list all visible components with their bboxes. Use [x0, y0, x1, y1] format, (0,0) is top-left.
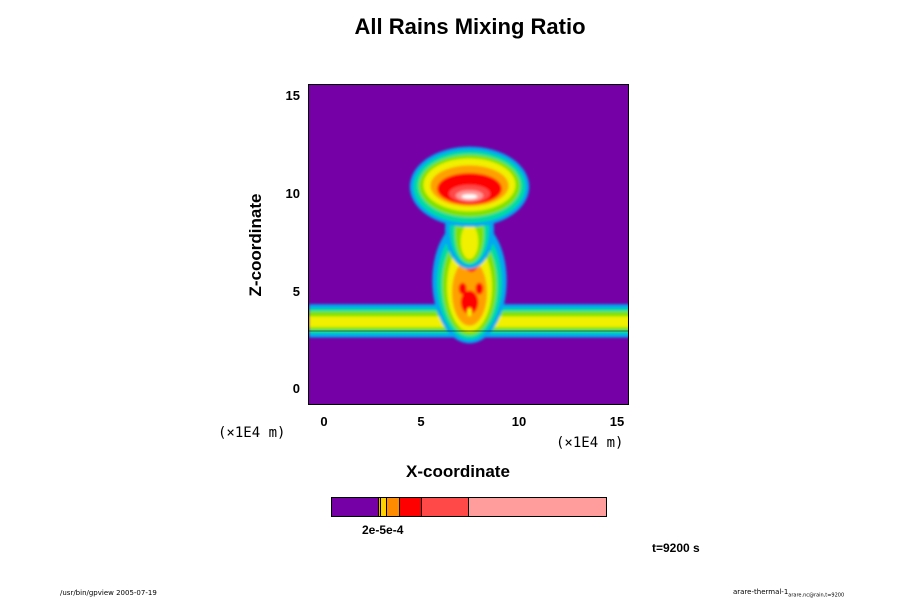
chart-title: All Rains Mixing Ratio	[354, 14, 586, 39]
x-axis-label: X-coordinate	[406, 462, 510, 481]
y-tick-label: 0	[292, 381, 300, 396]
y-axis-label: Z-coordinate	[246, 193, 265, 297]
colorbar-segment	[422, 498, 469, 516]
footer-file-sub: arare.nc@rain,t=9200	[788, 592, 845, 599]
colorbar-segment	[332, 498, 379, 516]
colorbar-segment	[381, 498, 387, 516]
y-tick-label: 5	[292, 284, 300, 299]
colorbar-segment	[378, 498, 382, 516]
y-tick-label: 15	[285, 88, 300, 103]
contour-layers	[309, 146, 628, 344]
contour-blob	[460, 223, 479, 260]
x-axis-unit: (×1E4 m)	[556, 435, 624, 451]
x-tick-label: 15	[609, 414, 625, 429]
contour-blob	[467, 307, 472, 317]
colorbar-segment	[386, 498, 401, 516]
x-tick-label: 0	[320, 414, 328, 429]
footer-file-main: arare-thermal-1	[733, 588, 789, 596]
colorbar-label: 2e-5e-4	[362, 523, 404, 537]
contour-blob	[458, 282, 467, 295]
footer-command: /usr/bin/gpview 2005-07-19	[60, 589, 157, 597]
x-tick-label: 5	[417, 414, 425, 429]
plot-area	[308, 84, 629, 405]
colorbar-segment	[468, 498, 606, 516]
contour-blob	[460, 290, 479, 315]
colorbar-segment	[400, 498, 423, 516]
footer-file: arare-thermal-1arare.nc@rain,t=9200	[733, 588, 844, 598]
time-label: t=9200 s	[652, 541, 700, 555]
contour-blob	[475, 282, 484, 295]
heatmap-svg	[309, 85, 628, 404]
contour-blob	[461, 194, 478, 199]
y-axis-unit: (×1E4 m)	[218, 425, 286, 441]
y-tick-label: 10	[285, 186, 300, 201]
colorbar	[331, 497, 607, 517]
x-tick-label: 10	[511, 414, 527, 429]
